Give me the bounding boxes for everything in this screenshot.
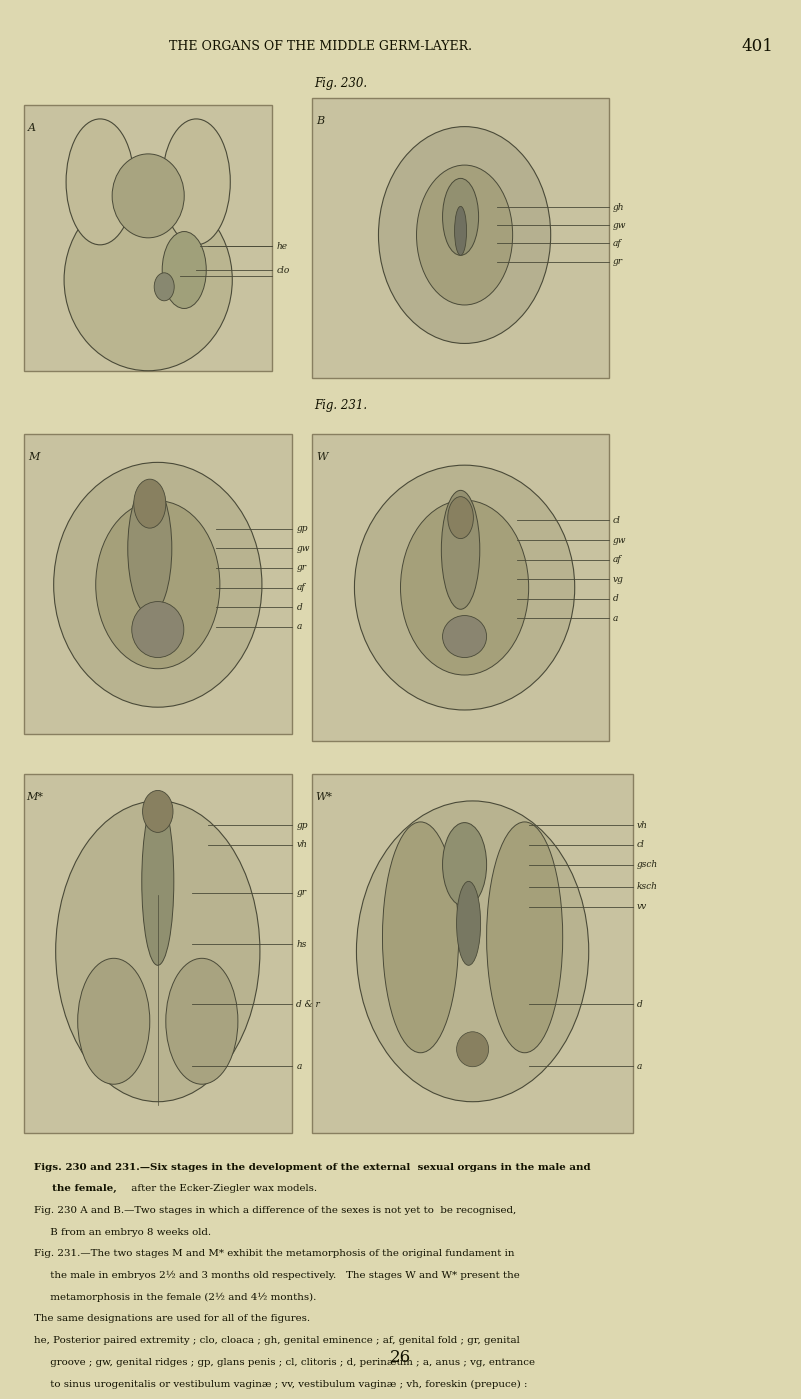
Ellipse shape [166,958,238,1084]
Text: B from an embryo 8 weeks old.: B from an embryo 8 weeks old. [34,1228,211,1237]
Ellipse shape [486,823,562,1053]
Text: af: af [296,583,305,592]
Text: af: af [613,555,622,564]
Text: a: a [296,623,302,631]
Text: 401: 401 [741,38,773,55]
Text: Figs. 230 and 231.—Six stages in the development of the external  sexual organs : Figs. 230 and 231.—Six stages in the dev… [34,1163,590,1171]
Text: vh: vh [637,821,648,830]
Text: he: he [276,242,288,250]
Text: vv: vv [637,902,647,911]
Text: af: af [613,239,622,248]
Polygon shape [24,105,272,371]
Text: d: d [296,603,302,611]
Ellipse shape [442,823,486,907]
Text: gr: gr [296,564,306,572]
Ellipse shape [66,119,135,245]
Text: Fig. 230.: Fig. 230. [314,77,367,91]
Text: the male in embryos 2½ and 3 months old respectively.   The stages W and W* pres: the male in embryos 2½ and 3 months old … [34,1270,519,1280]
Text: vh: vh [296,841,308,849]
Ellipse shape [400,499,529,674]
Ellipse shape [134,478,166,527]
Text: after the Ecker-Ziegler wax models.: after the Ecker-Ziegler wax models. [128,1184,317,1193]
Text: d: d [637,1000,642,1009]
Text: cl: cl [637,841,645,849]
Text: the female,: the female, [34,1184,116,1193]
Ellipse shape [162,231,207,309]
Text: vg: vg [613,575,624,583]
Ellipse shape [378,127,551,344]
Text: gr: gr [296,888,306,897]
Text: A: A [28,123,36,133]
Ellipse shape [442,178,478,256]
Text: M*: M* [26,792,43,802]
Text: groove ; gw, genital ridges ; gp, glans penis ; cl, clitoris ; d, perinæum ; a, : groove ; gw, genital ridges ; gp, glans … [34,1357,534,1367]
Ellipse shape [354,464,575,709]
Text: gw: gw [613,536,626,544]
Ellipse shape [64,189,232,371]
Text: The same designations are used for all of the figures.: The same designations are used for all o… [34,1315,310,1323]
Ellipse shape [455,206,466,256]
Text: gw: gw [613,221,626,229]
Text: a: a [613,614,618,623]
Ellipse shape [448,497,473,539]
Text: he, Posterior paired extremity ; clo, cloaca ; gh, genital eminence ; af, genita: he, Posterior paired extremity ; clo, cl… [34,1336,519,1344]
Polygon shape [24,774,292,1133]
Text: gp: gp [296,821,308,830]
Polygon shape [312,98,609,378]
Ellipse shape [54,462,262,706]
Text: d: d [613,595,618,603]
Text: to sinus urogenitalis or vestibulum vaginæ ; vv, vestibulum vaginæ ; vh, foreski: to sinus urogenitalis or vestibulum vagi… [34,1379,527,1389]
Ellipse shape [162,119,231,245]
Ellipse shape [457,1032,489,1066]
Text: Fig. 230 A and B.—Two stages in which a difference of the sexes is not yet to  b: Fig. 230 A and B.—Two stages in which a … [34,1206,516,1214]
Text: 26: 26 [390,1349,411,1365]
Ellipse shape [112,154,184,238]
Polygon shape [312,774,633,1133]
Ellipse shape [56,800,260,1102]
Polygon shape [24,434,292,734]
Text: Fig. 231.—The two stages M and M* exhibit the metamorphosis of the original fund: Fig. 231.—The two stages M and M* exhibi… [34,1249,514,1258]
Text: gr: gr [613,257,622,266]
Text: gh: gh [613,203,624,211]
Ellipse shape [131,602,184,658]
Text: W*: W* [315,792,332,802]
Text: clo: clo [276,266,290,274]
Text: gp: gp [296,525,308,533]
Text: gsch: gsch [637,860,658,869]
Text: B: B [316,116,324,126]
Ellipse shape [356,800,589,1102]
Text: W: W [316,452,328,462]
Text: hs: hs [296,940,307,949]
Ellipse shape [442,616,486,658]
Ellipse shape [457,881,481,965]
Ellipse shape [142,797,174,965]
Ellipse shape [128,481,172,616]
Text: d & r: d & r [296,1000,320,1009]
Ellipse shape [441,491,480,610]
Ellipse shape [417,165,513,305]
Ellipse shape [96,501,219,669]
Text: a: a [637,1062,642,1070]
Ellipse shape [143,790,173,832]
Ellipse shape [154,273,174,301]
Text: a: a [296,1062,302,1070]
Text: gw: gw [296,544,310,553]
Text: cl: cl [613,516,621,525]
Text: THE ORGANS OF THE MIDDLE GERM-LAYER.: THE ORGANS OF THE MIDDLE GERM-LAYER. [169,39,472,53]
Ellipse shape [382,823,458,1053]
Text: ksch: ksch [637,883,658,891]
Polygon shape [312,434,609,741]
Text: metamorphosis in the female (2½ and 4½ months).: metamorphosis in the female (2½ and 4½ m… [34,1293,316,1302]
Text: Fig. 231.: Fig. 231. [314,399,367,413]
Text: M: M [28,452,39,462]
Ellipse shape [78,958,150,1084]
